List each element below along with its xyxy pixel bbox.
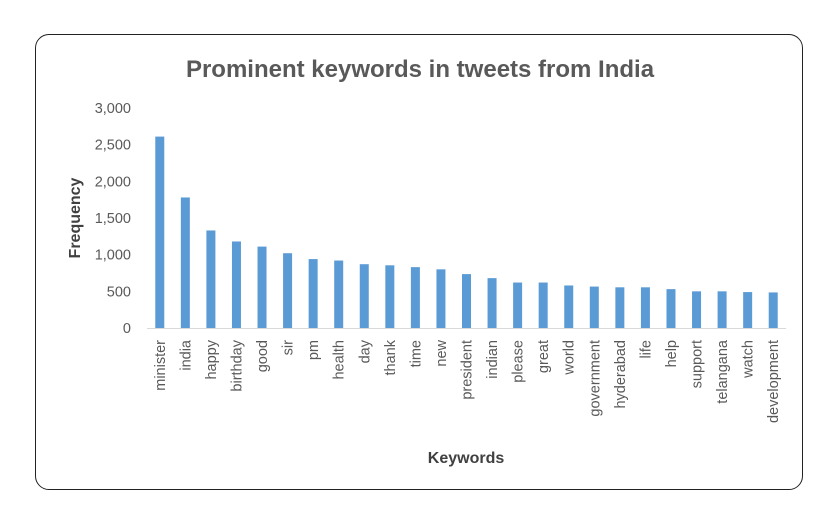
x-tick-label-minister: minister [153,340,169,391]
bar-pm [308,259,318,328]
bar-happy [206,230,216,328]
chart-title: Prominent keywords in tweets from India [186,56,655,83]
x-tick-label-government: government [587,340,603,417]
x-tick-label-india: india [178,339,194,371]
x-tick-label-support: support [690,340,706,388]
x-tick-label-birthday: birthday [229,339,245,391]
bar-president [462,274,471,328]
y-tick-label: 0 [123,321,131,337]
x-tick-label-world: world [562,340,578,376]
x-tick-label-new: new [434,339,450,366]
x-tick-label-telangana: telangana [715,339,731,404]
bar-telangana [717,291,727,328]
x-tick-label-help: help [664,340,680,367]
y-axis-ticks: 0 500 1,000 1,500 2,000 2,500 3,000 [95,101,131,337]
x-tick-label-life: life [638,340,654,359]
bar-watch [743,292,753,328]
bar-help [666,289,676,328]
x-tick-label-time: time [408,340,424,367]
y-tick-label: 3,000 [95,101,131,117]
bar-thank [385,265,395,328]
x-tick-label-good: good [255,340,271,372]
y-axis-title: Frequency [67,177,84,258]
bar-please [513,282,523,328]
x-tick-label-health: health [332,340,348,380]
x-tick-label-thank: thank [383,339,399,375]
bar-development [768,292,778,328]
bar-time [410,267,420,328]
x-axis-labels: minister india happy birthday good sir pm healt… [153,339,782,423]
bar-indian [487,278,497,328]
x-tick-label-watch: watch [741,340,757,379]
bar-life [640,287,650,328]
x-tick-label-president: president [460,340,476,400]
x-axis-title: Keywords [428,450,505,467]
bar-minister [155,136,165,328]
y-tick-label: 500 [107,284,131,300]
x-tick-label-indian: indian [485,340,501,379]
y-tick-label: 2,000 [95,174,131,190]
bar-sir [283,253,293,328]
x-tick-label-happy: happy [204,339,220,379]
y-tick-label: 2,500 [95,138,131,154]
y-tick-label: 1,000 [95,248,131,264]
bar-good [257,246,267,328]
bar-new [436,269,446,328]
bar-india [180,197,190,328]
x-tick-label-pm: pm [306,340,322,360]
bar-health [334,260,344,328]
x-tick-label-great: great [536,340,552,373]
x-tick-label-day: day [357,339,373,363]
bars [155,136,778,328]
bar-hyderabad [615,287,625,328]
x-tick-label-hyderabad: hyderabad [613,340,629,409]
x-tick-label-please: please [511,340,527,383]
bar-government [589,286,599,328]
bar-world [564,285,574,328]
bar-support [692,291,702,328]
bar-great [538,282,548,328]
x-tick-label-development: development [766,340,782,423]
y-tick-label: 1,500 [95,211,131,227]
bar-day [359,264,369,328]
bar-birthday [231,241,241,328]
x-tick-label-sir: sir [281,340,297,355]
